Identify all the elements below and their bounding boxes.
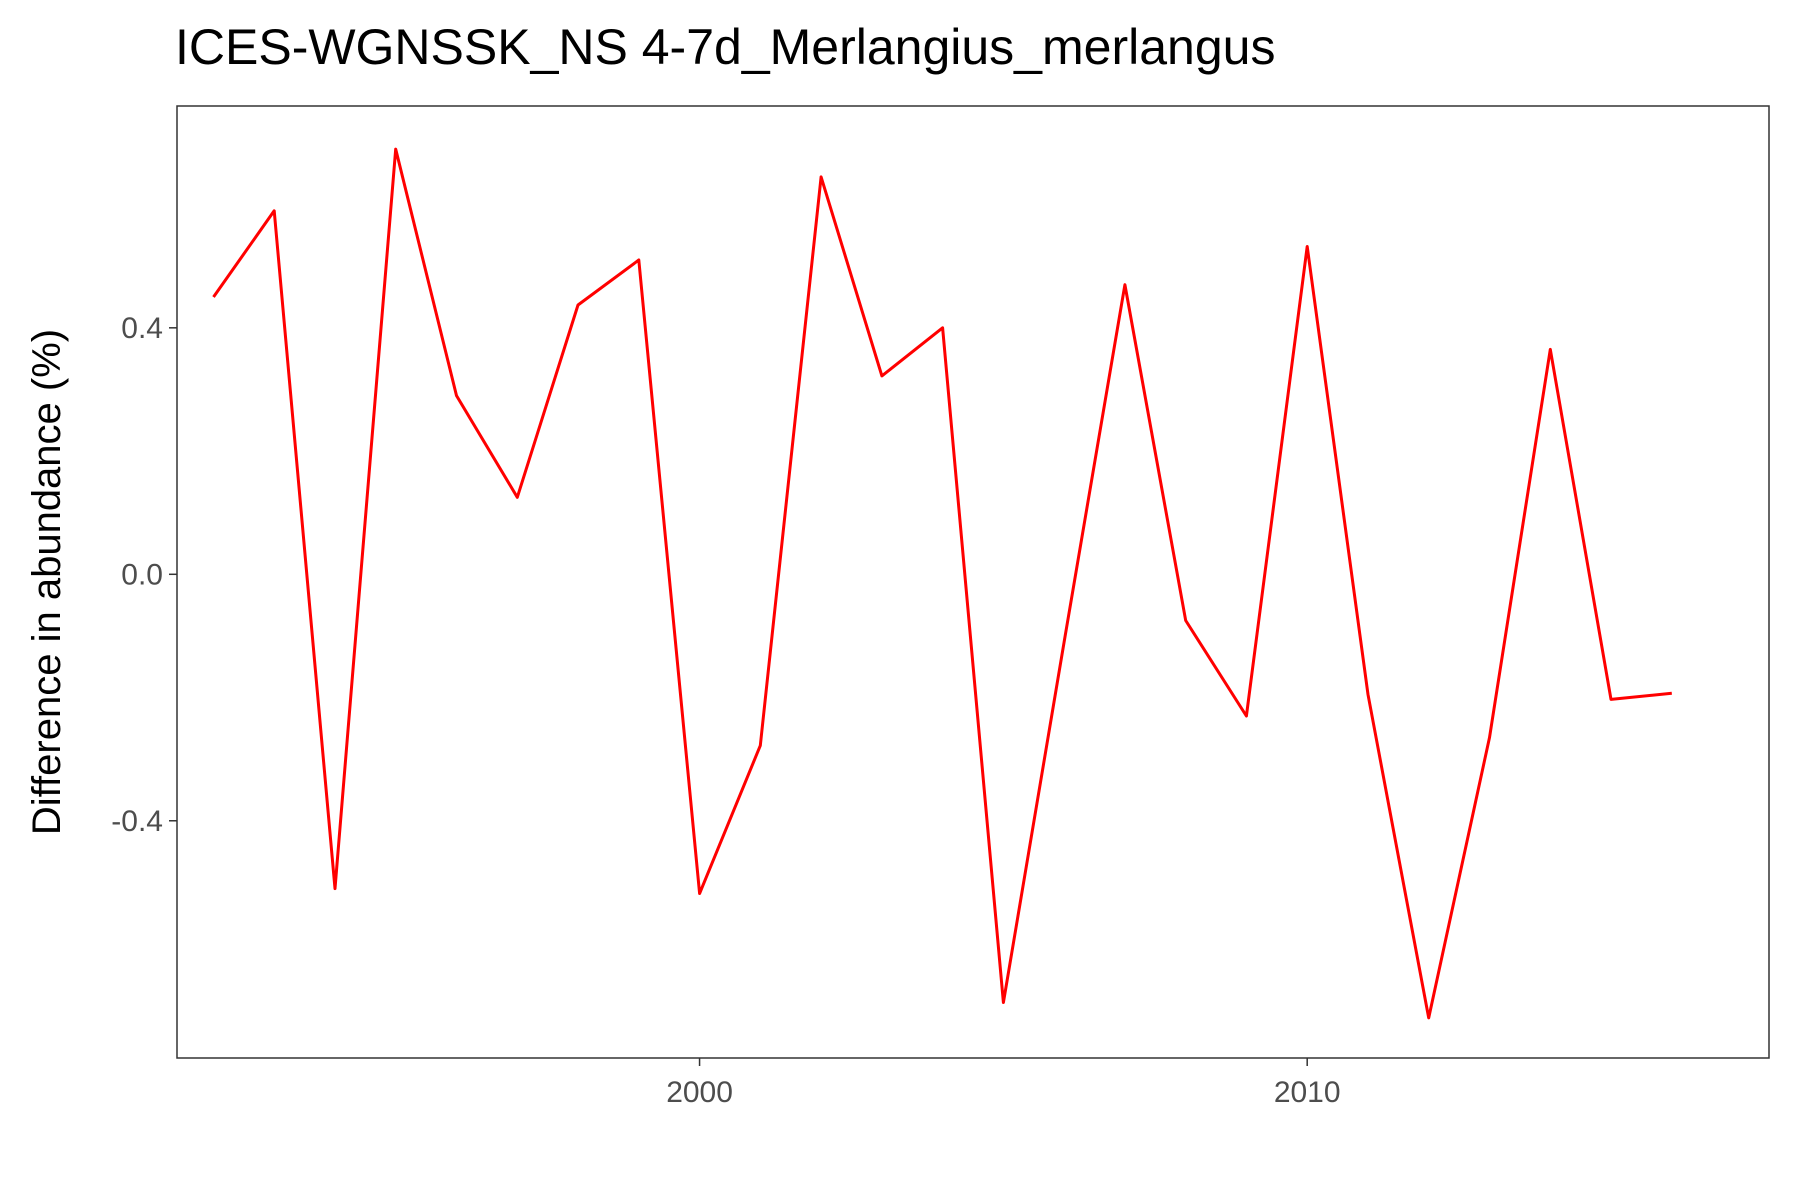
y-tick-label: 0.0	[121, 558, 163, 591]
series-line-0	[212, 147, 1672, 1020]
x-tick-label: 2010	[1274, 1076, 1341, 1109]
x-tick-label: 2000	[666, 1076, 733, 1109]
y-axis-label: Difference in abundance (%)	[25, 329, 69, 835]
y-axis: -0.4 0.0 0.4	[111, 312, 177, 838]
x-axis: 2000 2010	[666, 1058, 1341, 1109]
plot-panel	[176, 105, 1770, 1059]
chart-title: ICES-WGNSSK_NS 4-7d_Merlangius_merlangus	[175, 19, 1275, 75]
y-tick-label: 0.4	[121, 312, 163, 345]
y-tick-label: -0.4	[111, 805, 163, 838]
series-layer	[212, 147, 1672, 1020]
